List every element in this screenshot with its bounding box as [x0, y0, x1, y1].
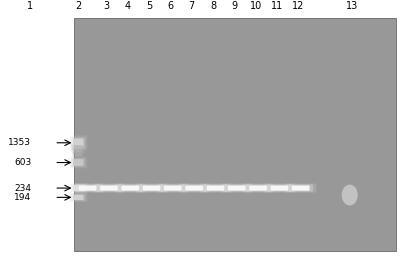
FancyBboxPatch shape: [185, 185, 203, 191]
FancyBboxPatch shape: [242, 183, 273, 193]
FancyBboxPatch shape: [74, 145, 83, 149]
Text: 12: 12: [292, 1, 304, 11]
FancyBboxPatch shape: [160, 184, 185, 192]
FancyBboxPatch shape: [75, 153, 82, 156]
FancyBboxPatch shape: [114, 183, 146, 193]
FancyBboxPatch shape: [203, 184, 227, 192]
Bar: [74, 18, 395, 251]
FancyBboxPatch shape: [71, 148, 85, 154]
FancyBboxPatch shape: [199, 183, 231, 193]
FancyBboxPatch shape: [221, 183, 252, 193]
FancyBboxPatch shape: [245, 184, 270, 192]
FancyBboxPatch shape: [100, 185, 117, 191]
FancyBboxPatch shape: [72, 144, 85, 150]
Text: 8: 8: [209, 1, 216, 11]
FancyBboxPatch shape: [139, 184, 164, 192]
FancyBboxPatch shape: [136, 183, 167, 193]
FancyBboxPatch shape: [73, 148, 84, 154]
FancyBboxPatch shape: [71, 137, 85, 149]
Text: 7: 7: [188, 1, 194, 11]
Text: 4: 4: [124, 1, 131, 11]
FancyBboxPatch shape: [121, 185, 139, 191]
FancyBboxPatch shape: [142, 185, 160, 191]
Text: 1: 1: [27, 1, 33, 11]
FancyBboxPatch shape: [69, 157, 87, 168]
FancyBboxPatch shape: [181, 184, 206, 192]
FancyBboxPatch shape: [291, 185, 309, 191]
FancyBboxPatch shape: [288, 184, 312, 192]
Text: 6: 6: [167, 1, 173, 11]
FancyBboxPatch shape: [69, 135, 87, 150]
FancyBboxPatch shape: [73, 139, 83, 147]
Text: 194: 194: [14, 193, 31, 202]
Text: 13: 13: [345, 1, 357, 11]
FancyBboxPatch shape: [73, 159, 83, 166]
Text: 2: 2: [75, 1, 81, 11]
FancyBboxPatch shape: [157, 183, 188, 193]
FancyBboxPatch shape: [69, 183, 87, 193]
FancyBboxPatch shape: [206, 185, 224, 191]
FancyBboxPatch shape: [227, 185, 245, 191]
FancyBboxPatch shape: [164, 185, 181, 191]
FancyBboxPatch shape: [249, 185, 266, 191]
FancyBboxPatch shape: [96, 184, 121, 192]
Text: 3: 3: [103, 1, 109, 11]
FancyBboxPatch shape: [74, 149, 82, 153]
Text: 10: 10: [249, 1, 261, 11]
FancyBboxPatch shape: [270, 185, 288, 191]
FancyBboxPatch shape: [79, 185, 96, 191]
FancyBboxPatch shape: [71, 194, 85, 201]
FancyBboxPatch shape: [71, 144, 86, 151]
FancyBboxPatch shape: [69, 193, 87, 202]
FancyBboxPatch shape: [224, 184, 249, 192]
FancyBboxPatch shape: [263, 183, 294, 193]
FancyBboxPatch shape: [71, 184, 85, 192]
FancyBboxPatch shape: [117, 184, 142, 192]
Text: 9: 9: [231, 1, 237, 11]
FancyBboxPatch shape: [284, 183, 316, 193]
Text: 234: 234: [14, 183, 31, 192]
FancyBboxPatch shape: [266, 184, 291, 192]
FancyBboxPatch shape: [73, 195, 83, 200]
FancyBboxPatch shape: [71, 158, 85, 167]
Ellipse shape: [341, 185, 357, 205]
Text: 603: 603: [14, 158, 31, 167]
FancyBboxPatch shape: [72, 183, 103, 193]
Text: 5: 5: [146, 1, 152, 11]
FancyBboxPatch shape: [75, 184, 100, 192]
FancyBboxPatch shape: [178, 183, 209, 193]
FancyBboxPatch shape: [72, 152, 85, 157]
Text: 11: 11: [270, 1, 282, 11]
FancyBboxPatch shape: [73, 152, 83, 157]
FancyBboxPatch shape: [93, 183, 124, 193]
Text: 1353: 1353: [8, 138, 31, 147]
FancyBboxPatch shape: [73, 185, 83, 191]
